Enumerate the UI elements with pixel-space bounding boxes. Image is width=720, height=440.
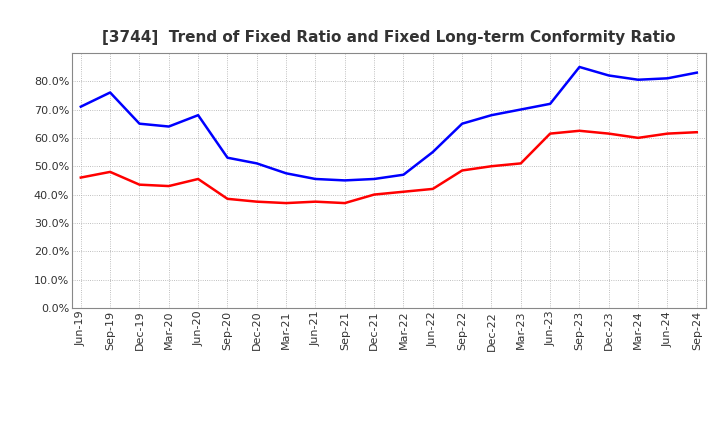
- Fixed Ratio: [634, 77, 642, 82]
- Fixed Long-term Conformity Ratio: [605, 131, 613, 136]
- Fixed Long-term Conformity Ratio: [428, 186, 437, 191]
- Fixed Ratio: [605, 73, 613, 78]
- Fixed Ratio: [693, 70, 701, 75]
- Fixed Long-term Conformity Ratio: [223, 196, 232, 202]
- Fixed Ratio: [575, 64, 584, 70]
- Fixed Ratio: [135, 121, 144, 126]
- Fixed Ratio: [106, 90, 114, 95]
- Title: [3744]  Trend of Fixed Ratio and Fixed Long-term Conformity Ratio: [3744] Trend of Fixed Ratio and Fixed Lo…: [102, 29, 675, 45]
- Fixed Ratio: [223, 155, 232, 160]
- Fixed Ratio: [516, 107, 525, 112]
- Fixed Long-term Conformity Ratio: [546, 131, 554, 136]
- Fixed Long-term Conformity Ratio: [194, 176, 202, 182]
- Fixed Long-term Conformity Ratio: [311, 199, 320, 204]
- Fixed Ratio: [487, 113, 496, 118]
- Fixed Ratio: [311, 176, 320, 182]
- Line: Fixed Long-term Conformity Ratio: Fixed Long-term Conformity Ratio: [81, 131, 697, 203]
- Fixed Long-term Conformity Ratio: [341, 201, 349, 206]
- Fixed Long-term Conformity Ratio: [575, 128, 584, 133]
- Fixed Long-term Conformity Ratio: [458, 168, 467, 173]
- Fixed Ratio: [194, 113, 202, 118]
- Fixed Long-term Conformity Ratio: [135, 182, 144, 187]
- Line: Fixed Ratio: Fixed Ratio: [81, 67, 697, 180]
- Fixed Ratio: [282, 171, 290, 176]
- Fixed Long-term Conformity Ratio: [663, 131, 672, 136]
- Fixed Long-term Conformity Ratio: [370, 192, 379, 197]
- Fixed Long-term Conformity Ratio: [634, 135, 642, 140]
- Fixed Ratio: [663, 76, 672, 81]
- Fixed Long-term Conformity Ratio: [693, 129, 701, 135]
- Fixed Long-term Conformity Ratio: [399, 189, 408, 194]
- Fixed Ratio: [370, 176, 379, 182]
- Fixed Ratio: [164, 124, 173, 129]
- Fixed Ratio: [428, 150, 437, 155]
- Fixed Long-term Conformity Ratio: [487, 164, 496, 169]
- Fixed Long-term Conformity Ratio: [282, 201, 290, 206]
- Fixed Long-term Conformity Ratio: [106, 169, 114, 175]
- Fixed Ratio: [76, 104, 85, 109]
- Fixed Ratio: [458, 121, 467, 126]
- Fixed Long-term Conformity Ratio: [164, 183, 173, 189]
- Fixed Long-term Conformity Ratio: [516, 161, 525, 166]
- Fixed Long-term Conformity Ratio: [76, 175, 85, 180]
- Fixed Long-term Conformity Ratio: [253, 199, 261, 204]
- Fixed Ratio: [399, 172, 408, 177]
- Fixed Ratio: [546, 101, 554, 106]
- Fixed Ratio: [341, 178, 349, 183]
- Fixed Ratio: [253, 161, 261, 166]
